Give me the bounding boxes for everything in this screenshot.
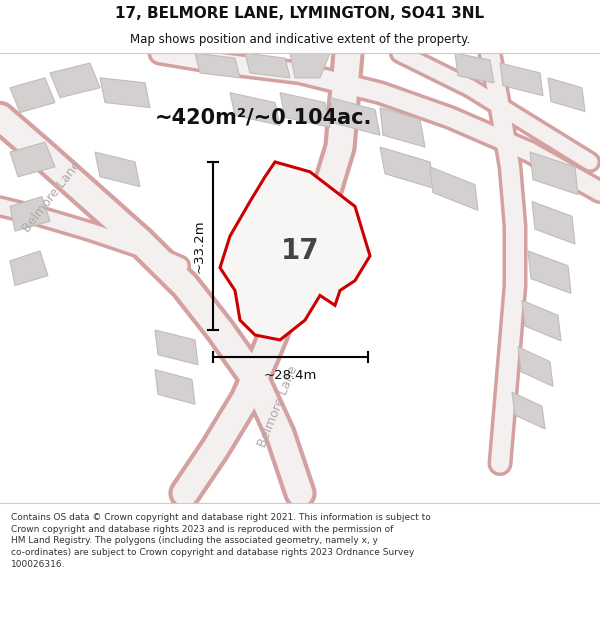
Text: Contains OS data © Crown copyright and database right 2021. This information is : Contains OS data © Crown copyright and d…: [11, 513, 431, 569]
Polygon shape: [155, 330, 198, 364]
Polygon shape: [245, 53, 290, 78]
Text: ~28.4m: ~28.4m: [264, 369, 317, 382]
Polygon shape: [10, 142, 55, 177]
Polygon shape: [518, 347, 553, 386]
Polygon shape: [10, 78, 55, 112]
Polygon shape: [532, 201, 575, 244]
Polygon shape: [512, 392, 545, 429]
Polygon shape: [50, 63, 100, 98]
Polygon shape: [430, 167, 478, 211]
Text: ~33.2m: ~33.2m: [193, 219, 206, 272]
Polygon shape: [500, 63, 543, 96]
Polygon shape: [230, 92, 280, 126]
Text: Belmore Lane: Belmore Lane: [20, 158, 84, 234]
Polygon shape: [220, 162, 370, 340]
Polygon shape: [380, 147, 435, 189]
Polygon shape: [380, 107, 425, 147]
Polygon shape: [10, 196, 50, 231]
Text: ~420m²/~0.104ac.: ~420m²/~0.104ac.: [155, 107, 373, 127]
Polygon shape: [548, 78, 585, 111]
Text: Belmore Lane: Belmore Lane: [256, 364, 300, 449]
Polygon shape: [330, 98, 380, 135]
Polygon shape: [195, 53, 240, 78]
Polygon shape: [10, 251, 48, 286]
Text: 17, BELMORE LANE, LYMINGTON, SO41 3NL: 17, BELMORE LANE, LYMINGTON, SO41 3NL: [115, 6, 485, 21]
Polygon shape: [100, 78, 150, 108]
Polygon shape: [455, 53, 494, 82]
Polygon shape: [95, 152, 140, 187]
Polygon shape: [155, 369, 195, 404]
Polygon shape: [280, 92, 330, 128]
Text: Map shows position and indicative extent of the property.: Map shows position and indicative extent…: [130, 33, 470, 46]
Polygon shape: [522, 301, 561, 341]
Text: 17: 17: [281, 237, 319, 265]
Polygon shape: [528, 251, 571, 294]
Polygon shape: [290, 53, 330, 78]
Polygon shape: [530, 152, 578, 194]
